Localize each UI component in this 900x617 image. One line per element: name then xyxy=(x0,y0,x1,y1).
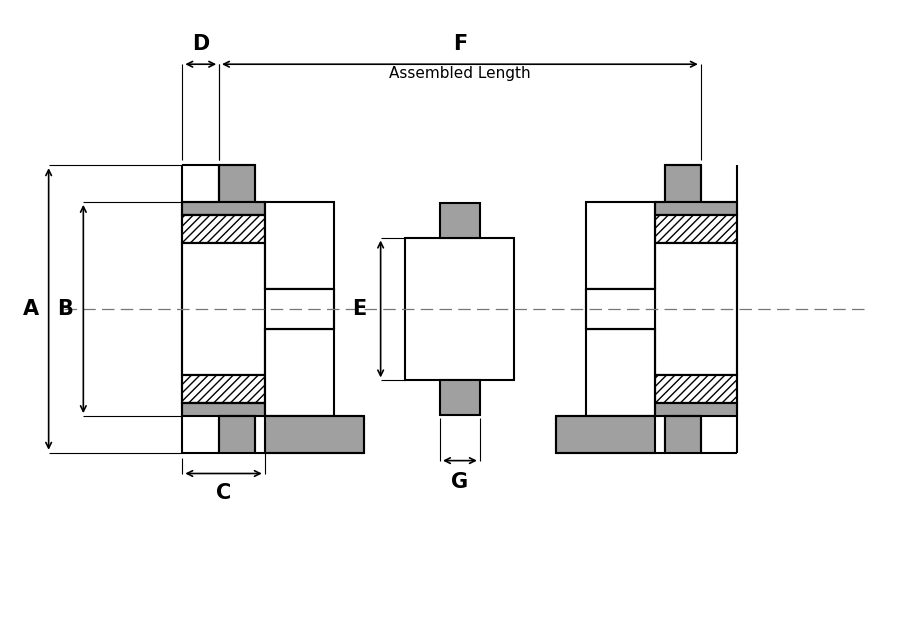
Bar xyxy=(265,202,334,289)
Text: G: G xyxy=(451,473,469,492)
Bar xyxy=(265,416,364,453)
Text: B: B xyxy=(58,299,74,319)
Bar xyxy=(405,238,515,380)
Bar xyxy=(183,202,265,215)
Bar xyxy=(183,242,265,375)
Bar xyxy=(440,380,480,415)
Bar xyxy=(655,215,737,242)
Bar xyxy=(586,202,655,289)
Bar xyxy=(219,416,255,453)
Text: Assembled Length: Assembled Length xyxy=(389,66,531,81)
Bar xyxy=(183,375,265,403)
Bar xyxy=(655,375,737,403)
Bar xyxy=(665,165,701,202)
Text: F: F xyxy=(453,35,467,54)
Bar xyxy=(183,403,265,416)
Text: D: D xyxy=(192,35,210,54)
Bar xyxy=(183,215,265,242)
Text: A: A xyxy=(22,299,39,319)
Bar xyxy=(655,403,737,416)
Bar xyxy=(265,329,334,416)
Bar xyxy=(219,165,255,202)
Text: E: E xyxy=(352,299,366,319)
Bar xyxy=(440,203,480,238)
Bar xyxy=(556,416,655,453)
Bar xyxy=(586,289,655,329)
Bar xyxy=(655,202,737,215)
Bar xyxy=(655,242,737,375)
Bar xyxy=(586,329,655,416)
Bar xyxy=(665,416,701,453)
Bar xyxy=(265,289,334,329)
Text: C: C xyxy=(216,483,231,503)
